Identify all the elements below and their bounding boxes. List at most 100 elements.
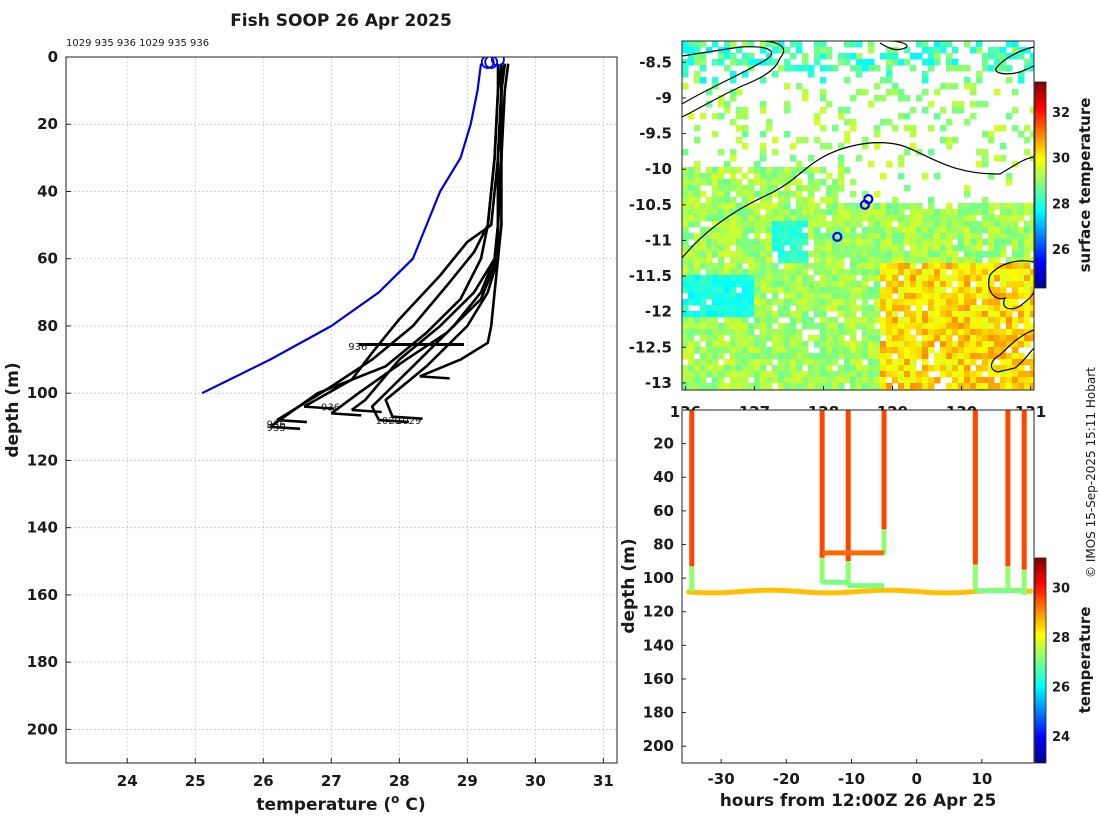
sst-cell [976,263,983,270]
sst-cell [940,107,947,114]
sst-cell [832,371,839,378]
sst-cell [736,365,743,372]
sst-cell [790,275,797,282]
sst-cell [892,299,899,306]
sst-cell [886,311,893,318]
sst-cell [820,77,827,84]
sst-cell [796,209,803,216]
sst-cell [868,59,875,66]
sst-cell [946,365,953,372]
sst-cell [1030,107,1034,114]
sst-cell [1030,131,1034,138]
sst-cell [1030,203,1034,210]
sst-cell [742,257,749,264]
sst-cell [814,59,821,66]
sst-cell [724,215,731,222]
sst-cell [940,335,947,342]
sst-cell [712,347,719,354]
sst-cell [784,371,791,378]
sst-cell [994,365,1001,372]
sst-cell [988,299,995,306]
sst-cell [940,299,947,306]
sst-cell [1000,221,1007,228]
sst-cell [904,293,911,300]
sst-cell [898,239,905,246]
sst-cell [778,281,785,288]
sst-cell [754,257,761,264]
map-ytick-label: -9.5 [639,125,672,143]
sst-cell [694,197,701,204]
sst-cell [976,209,983,216]
sst-cell [952,245,959,252]
sst-cell [706,323,713,330]
sst-cell [994,53,1001,60]
sst-cell [808,371,815,378]
sst-cell [970,305,977,312]
sst-cell [832,383,839,390]
sst-cell [808,215,815,222]
sst-cell [1018,329,1025,336]
sst-cell [1012,329,1019,336]
sst-cell [694,275,701,282]
sst-cell [838,353,845,360]
sst-cell [946,53,953,60]
sst-cell [952,341,959,348]
sst-cell [712,335,719,342]
profile-line-cast-3 [384,63,510,418]
sst-cell [880,323,887,330]
sst-cell [874,263,881,270]
sst-cell [976,347,983,354]
sst-cell [766,119,773,126]
sst-cell [940,293,947,300]
sst-cell [748,311,755,318]
profile-xtick-label: 28 [389,772,410,790]
sst-cell [700,209,707,216]
sst-cell [820,341,827,348]
sst-cell [814,323,821,330]
sst-cell [694,41,701,48]
sst-cell [724,221,731,228]
sst-cell [844,341,851,348]
sst-cell [958,317,965,324]
sst-cell [898,281,905,288]
sst-cell [976,335,983,342]
sst-cell [1006,257,1013,264]
sst-cell [748,329,755,336]
profile-annotation: 935 [267,423,286,434]
sst-cell [802,317,809,324]
sst-cell [802,203,809,210]
sst-cell [958,359,965,366]
sst-cell [1006,329,1013,336]
sst-cell [784,185,791,192]
sst-cell [850,341,857,348]
sst-cell [982,281,989,288]
sst-cell [784,47,791,54]
sst-cell [1030,383,1034,390]
sst-cell [772,149,779,156]
sst-cell [766,353,773,360]
sst-cell [760,251,767,258]
sst-cell [826,305,833,312]
sst-cell [892,59,899,66]
sst-cell [820,245,827,252]
sst-cell [880,209,887,216]
sst-cell [904,311,911,318]
sst-cell [694,257,701,264]
sst-cell [814,53,821,60]
sst-cell [1018,281,1025,288]
sst-cell [874,65,881,72]
sst-cell [886,239,893,246]
sst-cell [958,293,965,300]
sst-cell [868,287,875,294]
sst-cell [736,299,743,306]
sst-cell [778,221,785,228]
sst-cell [742,383,749,390]
sst-cell [736,209,743,216]
sst-cell [964,359,971,366]
sst-cell [988,53,995,60]
sst-cell [724,41,731,48]
sst-cell [970,347,977,354]
sst-cell [730,347,737,354]
sst-cell [994,257,1001,264]
